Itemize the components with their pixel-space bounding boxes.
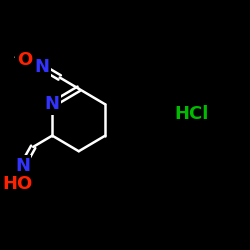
Text: HO: HO [2, 175, 33, 193]
Text: HCl: HCl [174, 105, 208, 123]
Text: O: O [17, 52, 32, 70]
Text: N: N [15, 157, 30, 175]
Text: N: N [34, 58, 49, 76]
Text: N: N [45, 95, 60, 114]
